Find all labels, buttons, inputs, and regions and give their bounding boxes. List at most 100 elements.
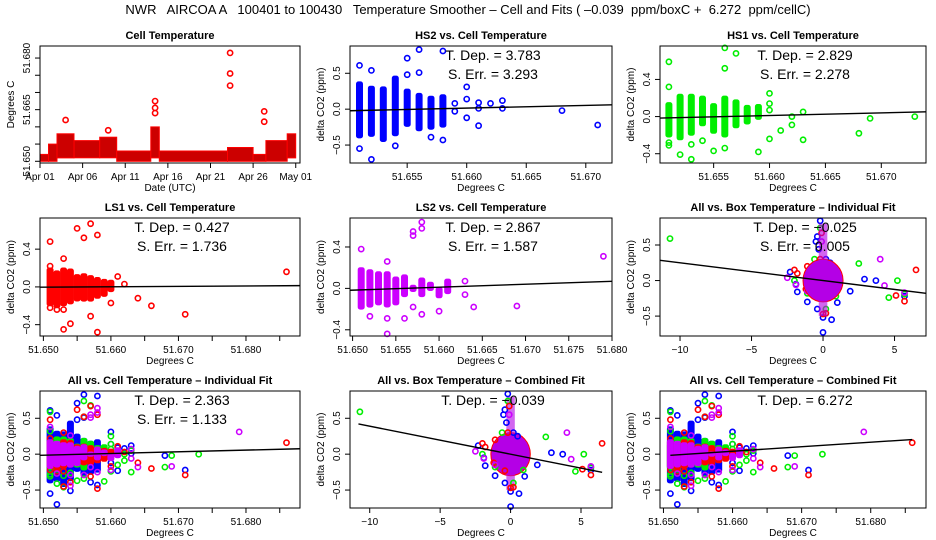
data-point [94,392,101,400]
y-tick-label: 0.0 [22,447,33,461]
data-point [715,481,723,489]
data-point [819,328,827,336]
chart-title: All vs. Box Temperature – Combined Fit [377,375,585,387]
data-point [67,478,74,486]
data-point [53,411,61,419]
data-point [729,428,736,436]
data-point [667,416,674,424]
data-point [680,467,688,475]
data-band [99,136,118,159]
data-point [513,302,521,310]
data-point [46,472,54,480]
data-point [60,467,67,475]
data-point [451,100,459,107]
data-point [510,483,517,491]
y-tick-label: 0.0 [642,109,653,123]
data-point [788,121,796,129]
data-point [687,140,695,148]
data-point [694,477,702,485]
data-point [127,468,135,476]
data-point [665,58,673,66]
data-point [260,108,268,115]
data-point [67,320,74,328]
data-point [894,277,901,284]
data-point [687,471,695,479]
y-tick-label: 0.0 [642,273,653,287]
data-column [694,445,702,467]
data-point [755,148,762,156]
data-point [784,452,792,459]
data-column [367,85,375,137]
data-point [505,411,513,419]
data-point [666,235,674,242]
data-point [792,281,800,289]
data-point [67,482,74,490]
data-band [286,133,297,159]
y-tick-label: 51.650 [22,146,33,177]
y-axis-label: Degrees C [6,81,17,129]
data-column [379,86,387,142]
chart-title: LS1 vs. Cell Temperature [105,202,236,214]
data-point [80,471,88,479]
data-point [461,291,469,298]
y-tick-label: 0.0 [332,447,343,461]
data-point [743,448,750,456]
annotation: S. Err. = 1.587 [448,238,538,254]
data-point [828,316,835,324]
data-point [104,126,112,134]
data-point [715,404,723,412]
data-point [53,500,61,508]
data-column [107,279,115,293]
plot-frame [659,390,927,509]
data-point [147,302,155,310]
plot-frame [659,217,927,337]
y-axis-label: delta CO2 (ppm) [626,68,637,142]
data-point [861,275,868,283]
x-tick-label: May 01 [279,172,312,183]
x-tick-label: Apr 21 [196,172,226,183]
annotation: T. Dep. = 2.829 [757,47,853,63]
x-tick-label: 51.660 [717,517,748,528]
x-tick-label: 51.680 [855,517,886,528]
y-tick-label: 51.680 [22,42,33,73]
data-point [855,129,863,137]
data-point [514,432,521,440]
data-point [866,115,874,122]
data-point [168,462,176,470]
data-point [161,452,169,459]
x-tick-label: 51.665 [467,345,498,356]
data-point [439,47,447,55]
x-tick-label: 51.650 [28,517,59,528]
data-point [134,459,142,467]
data-point [391,142,399,150]
data-point [766,135,773,143]
data-column [392,276,400,306]
data-point [710,147,717,155]
data-point [134,294,142,302]
data-point [181,310,189,318]
data-point [107,462,115,470]
data-point [766,100,773,107]
data-column [665,102,673,138]
data-column [80,444,88,461]
plot-frame [349,217,613,337]
data-point [418,218,426,226]
data-point [676,151,684,158]
annotation: T. Dep. = −0.025 [753,219,857,235]
data-point [87,220,94,228]
x-tick-label: 51.665 [511,172,542,183]
data-column [415,92,423,132]
data-point [749,468,757,476]
annotation: S. Err. = 2.278 [760,66,850,82]
data-point [94,485,101,492]
data-point [67,471,74,479]
data-point [461,277,469,285]
y-tick-label: −0.5 [332,135,343,155]
data-point [701,471,709,479]
data-point [487,100,494,107]
data-point [46,262,54,270]
data-point [409,228,417,235]
data-point [409,232,417,239]
